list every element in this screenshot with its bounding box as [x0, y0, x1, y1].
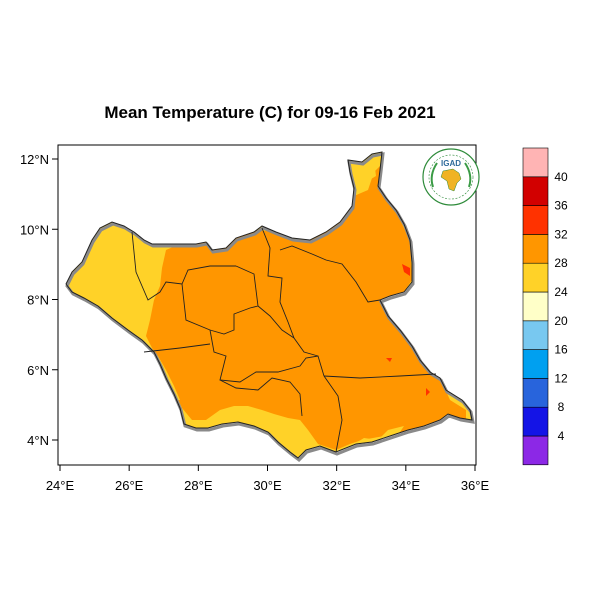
- logo-laurel-left: [430, 162, 438, 188]
- x-tick-label: 30°E: [253, 478, 282, 493]
- x-tick-label: 36°E: [461, 478, 490, 493]
- y-tick-label: 10°N: [20, 222, 49, 237]
- state-boundary-lakes-north: [181, 283, 259, 335]
- x-tick-label: 24°E: [46, 478, 75, 493]
- state-boundary-lakes-west: [209, 329, 325, 383]
- state-boundary-upper-nile: [279, 245, 381, 303]
- y-tick-label: 12°N: [20, 152, 49, 167]
- x-tick-label: 28°E: [184, 478, 213, 493]
- colorbar-swatch: [522, 205, 549, 235]
- state-boundary-jonglei-east: [323, 373, 437, 379]
- colorbar-label: 28: [554, 256, 568, 270]
- state-boundary-north-bahr-el-ghazal: [235, 265, 295, 339]
- x-tick-label: 26°E: [115, 478, 144, 493]
- logo-laurel-right: [464, 162, 472, 188]
- colorbar-label: 24: [554, 285, 568, 299]
- colorbar-swatch: [522, 234, 549, 264]
- colorbar-label: 4: [558, 429, 565, 443]
- colorbar-label: 12: [554, 371, 568, 385]
- colorbar-label: 20: [554, 314, 568, 328]
- map-title: Mean Temperature (C) for 09-16 Feb 2021: [104, 103, 436, 122]
- colorbar-swatch: [522, 176, 549, 206]
- zone-24-28-south-1: [262, 418, 312, 458]
- colorbar-swatch: [522, 291, 549, 322]
- axis-ticks: 24°E 26°E 28°E 30°E 32°E 34°E 36°E 4°N 6°N 8°N 10°…: [20, 152, 490, 493]
- colorbar-swatch: [522, 435, 549, 466]
- zone-32-36-east: [402, 264, 410, 276]
- colorbar-swatch: [522, 262, 549, 293]
- logo-africa-icon: [440, 168, 462, 192]
- state-boundary-unity: [261, 227, 319, 357]
- colorbar-label: 40: [554, 170, 568, 184]
- igad-logo: IGAD: [422, 148, 480, 206]
- state-boundary-central-equatoria-west: [219, 377, 303, 417]
- state-boundary-west-bahr-el-ghazal: [131, 231, 236, 301]
- zone-32-36-center: [386, 358, 392, 362]
- colorbar-swatch: [522, 406, 549, 437]
- state-boundaries: [131, 227, 437, 453]
- colorbar-swatch: [522, 320, 549, 350]
- colorbar-swatch: [522, 378, 549, 408]
- state-boundary-central-equatoria-east: [323, 375, 343, 453]
- colorbar-swatch: [522, 349, 549, 379]
- zone-24-28-south-2: [354, 426, 404, 446]
- zone-28-32-main: [146, 166, 466, 450]
- zone-24-28-north: [350, 160, 376, 186]
- colorbar-label: 32: [554, 227, 568, 241]
- y-tick-label: 4°N: [27, 433, 49, 448]
- zone-24-28-south-3: [228, 410, 252, 424]
- colorbar-label: 8: [558, 400, 565, 414]
- x-tick-label: 32°E: [322, 478, 351, 493]
- state-boundary-western-equatoria: [143, 343, 211, 353]
- temperature-field: [66, 152, 472, 458]
- x-tick-label: 34°E: [392, 478, 421, 493]
- y-tick-label: 6°N: [27, 363, 49, 378]
- colorbar: 4 8 12 16 20 24 28 32 36 40: [522, 147, 568, 466]
- y-tick-label: 8°N: [27, 293, 49, 308]
- logo-text: IGAD: [441, 159, 461, 168]
- colorbar-swatch: [522, 147, 549, 178]
- colorbar-label: 36: [554, 199, 568, 213]
- colorbar-label: 16: [554, 343, 568, 357]
- zone-32-36-southeast: [426, 388, 430, 396]
